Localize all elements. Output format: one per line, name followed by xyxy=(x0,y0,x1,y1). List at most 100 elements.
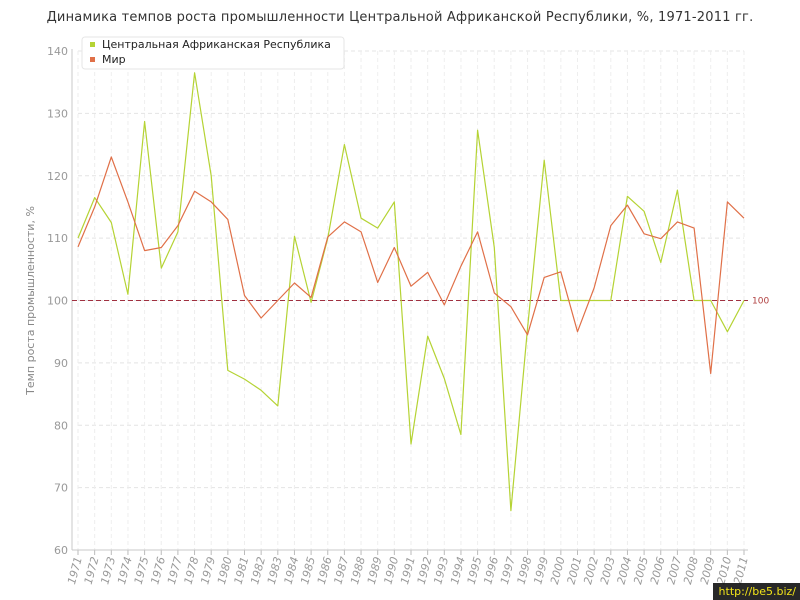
data-point-series-1 xyxy=(210,201,212,203)
data-point-series-1 xyxy=(143,249,145,251)
chart-title: Динамика темпов роста промышленности Цен… xyxy=(46,10,754,25)
data-point-series-0 xyxy=(743,299,745,301)
data-point-series-1 xyxy=(110,156,112,158)
data-point-series-0 xyxy=(343,143,345,145)
data-point-series-0 xyxy=(676,189,678,191)
data-point-series-0 xyxy=(110,221,112,223)
y-tick-label: 80 xyxy=(54,419,68,432)
data-point-series-1 xyxy=(560,271,562,273)
data-point-series-0 xyxy=(710,299,712,301)
data-point-series-0 xyxy=(177,231,179,233)
series-layer xyxy=(77,72,745,512)
legend-label: Мир xyxy=(102,53,126,66)
data-point-series-1 xyxy=(410,285,412,287)
legend-swatch xyxy=(90,42,95,47)
data-point-series-0 xyxy=(77,237,79,239)
data-point-series-0 xyxy=(193,72,195,74)
data-point-series-1 xyxy=(243,294,245,296)
data-point-series-1 xyxy=(443,304,445,306)
data-point-series-0 xyxy=(643,210,645,212)
data-point-series-0 xyxy=(393,201,395,203)
y-tick-label: 110 xyxy=(47,232,68,245)
data-point-series-1 xyxy=(476,231,478,233)
data-point-series-0 xyxy=(560,299,562,301)
reference-line-label: 100 xyxy=(752,297,769,307)
data-point-series-0 xyxy=(377,227,379,229)
data-point-series-0 xyxy=(476,129,478,131)
y-tick-label: 70 xyxy=(54,482,68,495)
data-point-series-1 xyxy=(526,334,528,336)
data-point-series-0 xyxy=(443,377,445,379)
data-point-series-1 xyxy=(426,271,428,273)
data-point-series-1 xyxy=(327,236,329,238)
data-point-series-0 xyxy=(160,267,162,269)
data-point-series-1 xyxy=(93,206,95,208)
data-point-series-0 xyxy=(626,195,628,197)
data-point-series-0 xyxy=(227,369,229,371)
data-point-series-0 xyxy=(576,299,578,301)
data-point-series-0 xyxy=(210,175,212,177)
data-point-series-1 xyxy=(726,201,728,203)
axes-layer: 6070809010011012013014019711972197319741… xyxy=(24,45,751,586)
data-point-series-0 xyxy=(526,327,528,329)
data-point-series-1 xyxy=(710,372,712,374)
data-point-series-0 xyxy=(693,299,695,301)
data-point-series-1 xyxy=(277,299,279,301)
data-point-series-1 xyxy=(660,238,662,240)
data-point-series-1 xyxy=(77,246,79,248)
data-point-series-1 xyxy=(626,204,628,206)
data-point-series-1 xyxy=(393,246,395,248)
data-point-series-1 xyxy=(227,218,229,220)
data-point-series-0 xyxy=(143,120,145,122)
y-axis-title: Темп роста промышленности, % xyxy=(24,206,37,396)
grid-layer xyxy=(77,50,745,550)
data-point-series-0 xyxy=(726,330,728,332)
data-point-series-1 xyxy=(260,317,262,319)
data-point-series-0 xyxy=(93,196,95,198)
data-point-series-1 xyxy=(127,201,129,203)
data-point-series-0 xyxy=(610,299,612,301)
data-point-series-1 xyxy=(576,330,578,332)
data-point-series-0 xyxy=(293,235,295,237)
watermark-label: http://be5.biz/ xyxy=(712,583,800,600)
legend-box xyxy=(81,36,345,70)
data-point-series-1 xyxy=(493,292,495,294)
data-point-series-0 xyxy=(277,405,279,407)
data-point-series-0 xyxy=(460,433,462,435)
legend-swatch xyxy=(90,57,95,62)
y-tick-label: 130 xyxy=(47,107,68,120)
y-tick-label: 60 xyxy=(54,544,68,557)
data-point-series-1 xyxy=(593,287,595,289)
data-point-series-1 xyxy=(177,224,179,226)
legend: Центральная Африканская Республика Мир xyxy=(81,36,345,70)
data-point-series-0 xyxy=(127,293,129,295)
data-point-series-1 xyxy=(743,217,745,219)
series-line-0 xyxy=(77,72,745,512)
data-point-series-1 xyxy=(460,265,462,267)
data-point-series-1 xyxy=(310,296,312,298)
data-point-series-1 xyxy=(543,276,545,278)
data-point-series-0 xyxy=(260,389,262,391)
data-point-series-1 xyxy=(193,190,195,192)
data-point-series-1 xyxy=(377,281,379,283)
data-point-series-0 xyxy=(243,378,245,380)
data-point-series-1 xyxy=(510,306,512,308)
data-point-series-0 xyxy=(660,261,662,263)
data-point-series-1 xyxy=(360,231,362,233)
data-point-series-0 xyxy=(410,443,412,445)
y-tick-label: 90 xyxy=(54,357,68,370)
data-point-series-1 xyxy=(643,233,645,235)
data-point-series-0 xyxy=(593,299,595,301)
data-point-series-0 xyxy=(426,335,428,337)
data-point-series-1 xyxy=(693,227,695,229)
series-line-1 xyxy=(77,156,745,375)
data-point-series-0 xyxy=(543,159,545,161)
data-point-series-1 xyxy=(343,221,345,223)
y-tick-label: 100 xyxy=(47,295,68,308)
data-point-series-0 xyxy=(510,510,512,512)
reference-layer: 100 xyxy=(72,297,769,307)
data-point-series-1 xyxy=(160,246,162,248)
y-tick-label: 140 xyxy=(47,45,68,58)
y-tick-label: 120 xyxy=(47,170,68,183)
